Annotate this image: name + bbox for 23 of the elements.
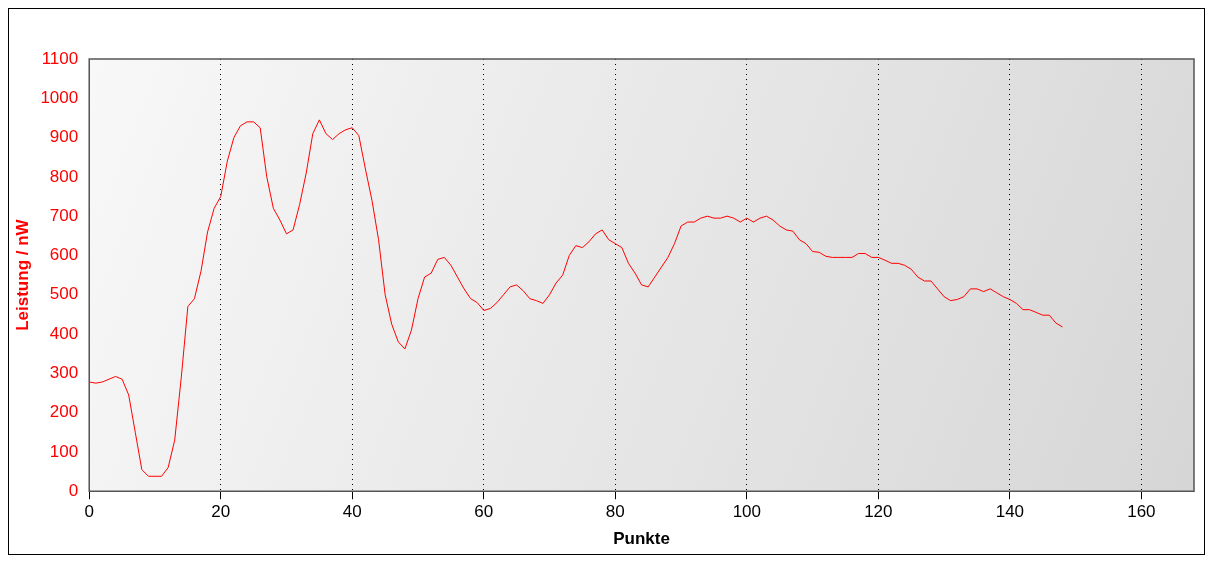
- y-tick-label: 1100: [41, 48, 79, 68]
- x-tick-label: 0: [84, 502, 94, 522]
- y-tick-label: 700: [49, 205, 79, 225]
- x-tick-label: 120: [864, 502, 893, 522]
- x-tick-label: 100: [732, 502, 762, 522]
- y-tick-label: 900: [49, 127, 79, 147]
- y-tick-label: 500: [49, 284, 79, 304]
- x-tick-label: 140: [995, 502, 1025, 522]
- x-tick-label: 60: [474, 502, 494, 522]
- y-axis-title: Leistung / nW: [12, 218, 32, 331]
- y-tick-label: 400: [49, 323, 79, 343]
- y-tick-label: 300: [49, 363, 79, 383]
- x-axis-title: Punkte: [613, 529, 670, 549]
- y-tick-label: 0: [68, 480, 79, 500]
- x-tick-label: 160: [1127, 502, 1156, 522]
- y-tick-label: 1000: [40, 87, 79, 107]
- x-tick-label: 40: [342, 502, 362, 522]
- y-tick-label: 200: [49, 402, 79, 422]
- y-tick-label: 600: [49, 245, 79, 265]
- x-tick-label: 80: [605, 502, 625, 522]
- y-tick-label: 800: [49, 166, 79, 186]
- y-tick-label: 100: [49, 441, 79, 461]
- x-tick-label: 20: [211, 502, 231, 522]
